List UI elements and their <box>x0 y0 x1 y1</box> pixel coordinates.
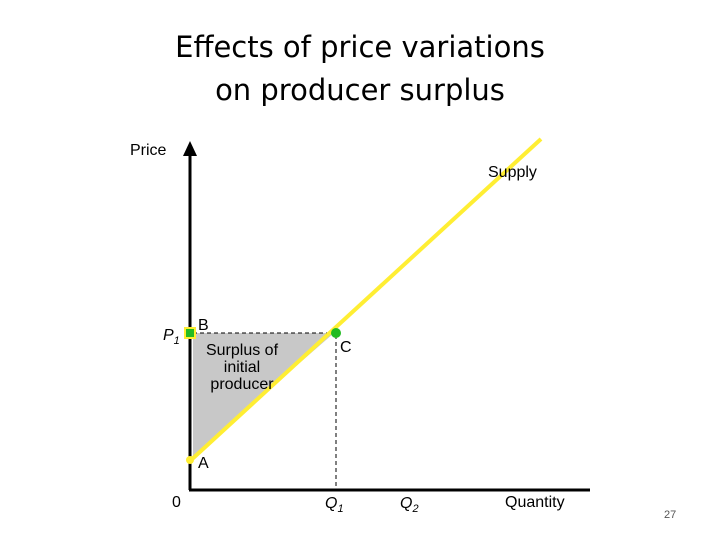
origin-label: 0 <box>172 494 181 511</box>
surplus-label: Surplus of <box>206 342 279 359</box>
quantity-letter: Q <box>400 495 412 512</box>
y-axis-arrow <box>183 141 197 156</box>
x-axis-label: Quantity <box>505 494 565 511</box>
curve-label: Supply <box>488 164 537 181</box>
point-a <box>186 456 194 464</box>
point-c <box>331 328 341 338</box>
quantity-letter: Q <box>325 495 337 512</box>
point-p1 <box>184 327 196 339</box>
title-line: on producer surplus <box>215 73 505 107</box>
surplus-label: producer <box>210 376 274 393</box>
quantity-label: Q1 <box>325 495 344 515</box>
quantity-sub: 1 <box>337 503 343 515</box>
point-label: A <box>198 455 209 472</box>
surplus-label: initial <box>224 359 260 376</box>
y-axis-label: Price <box>130 142 167 159</box>
supply-curve <box>188 137 543 463</box>
quantity-sub: 2 <box>411 503 418 515</box>
price-letter: P <box>163 327 174 344</box>
quantity-label: Q2 <box>400 495 419 515</box>
point-label: C <box>340 339 352 356</box>
point-label: B <box>198 317 209 334</box>
page-number: 27 <box>664 509 676 521</box>
price-sub: 1 <box>174 335 180 347</box>
price-label: P1 <box>163 327 180 347</box>
title-line: Effects of price variations <box>175 30 545 64</box>
